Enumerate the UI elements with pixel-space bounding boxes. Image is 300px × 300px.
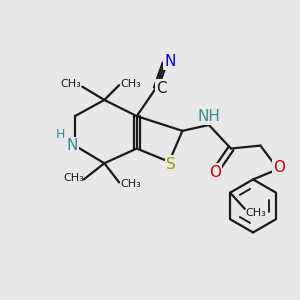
Text: C: C bbox=[156, 81, 166, 96]
Text: S: S bbox=[166, 157, 176, 172]
Text: O: O bbox=[209, 165, 221, 180]
Text: CH₃: CH₃ bbox=[63, 173, 84, 183]
Text: H: H bbox=[56, 128, 65, 141]
Text: NH: NH bbox=[197, 109, 220, 124]
Text: O: O bbox=[274, 160, 286, 175]
Text: CH₃: CH₃ bbox=[120, 179, 141, 189]
Text: N: N bbox=[164, 54, 176, 69]
Text: CH₃: CH₃ bbox=[246, 208, 266, 218]
Text: N: N bbox=[66, 138, 78, 153]
Text: CH₃: CH₃ bbox=[120, 79, 141, 89]
Text: CH₃: CH₃ bbox=[61, 79, 82, 89]
